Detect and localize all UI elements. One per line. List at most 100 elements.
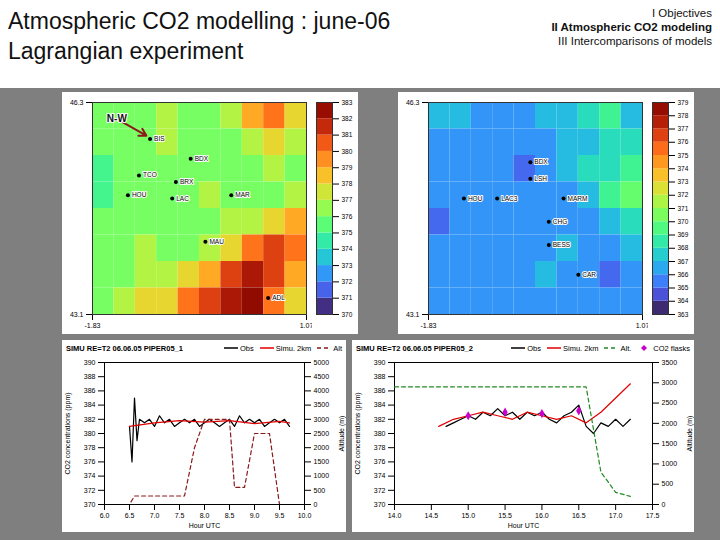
svg-text:7.5: 7.5 <box>175 512 185 519</box>
svg-text:43.1: 43.1 <box>406 311 420 318</box>
svg-text:1.07: 1.07 <box>300 322 312 329</box>
svg-text:4000: 4000 <box>314 387 330 394</box>
svg-text:376: 376 <box>374 458 386 465</box>
svg-text:17.5: 17.5 <box>646 512 660 519</box>
svg-text:9.5: 9.5 <box>275 512 285 519</box>
svg-text:373: 373 <box>342 262 353 269</box>
svg-text:382: 382 <box>342 115 353 122</box>
svg-text:TCO: TCO <box>143 171 157 178</box>
svg-text:373: 373 <box>678 178 689 185</box>
svg-text:374: 374 <box>678 165 689 172</box>
svg-text:376: 376 <box>84 458 96 465</box>
svg-text:CAR: CAR <box>582 271 596 278</box>
svg-text:46.3: 46.3 <box>70 99 84 106</box>
svg-text:370: 370 <box>84 501 96 508</box>
svg-text:3500: 3500 <box>314 401 330 408</box>
svg-text:376: 376 <box>678 138 689 145</box>
svg-text:1500: 1500 <box>314 458 330 465</box>
svg-text:Hour UTC: Hour UTC <box>508 522 540 529</box>
svg-text:-1.83: -1.83 <box>421 322 437 329</box>
svg-text:3500: 3500 <box>662 359 678 366</box>
svg-text:375: 375 <box>342 229 353 236</box>
svg-text:0: 0 <box>662 501 666 508</box>
svg-text:N-W: N-W <box>107 113 128 124</box>
svg-text:371: 371 <box>678 205 689 212</box>
svg-text:10.0: 10.0 <box>298 512 312 519</box>
svg-text:381: 381 <box>342 131 353 138</box>
svg-text:CO2 concentrations (ppm): CO2 concentrations (ppm) <box>64 392 72 474</box>
svg-text:375: 375 <box>678 152 689 159</box>
svg-text:364: 364 <box>678 297 689 304</box>
svg-text:CHG: CHG <box>553 218 567 225</box>
svg-text:LAC: LAC <box>176 195 189 202</box>
svg-text:2000: 2000 <box>314 444 330 451</box>
svg-text:365: 365 <box>678 284 689 291</box>
svg-text:377: 377 <box>342 196 353 203</box>
svg-text:MAU: MAU <box>209 238 224 245</box>
svg-text:374: 374 <box>342 245 353 252</box>
svg-text:388: 388 <box>374 373 386 380</box>
svg-text:372: 372 <box>678 191 689 198</box>
svg-text:368: 368 <box>678 244 689 251</box>
svg-text:-1.83: -1.83 <box>85 322 101 329</box>
svg-text:14.5: 14.5 <box>425 512 439 519</box>
svg-text:1500: 1500 <box>662 440 678 447</box>
svg-text:16.0: 16.0 <box>535 512 549 519</box>
svg-text:380: 380 <box>342 148 353 155</box>
svg-text:363: 363 <box>678 311 689 318</box>
svg-text:390: 390 <box>374 359 386 366</box>
svg-text:6.0: 6.0 <box>100 512 110 519</box>
svg-text:BRX: BRX <box>180 178 194 185</box>
svg-text:379: 379 <box>678 99 689 106</box>
svg-text:383: 383 <box>342 99 353 106</box>
svg-text:380: 380 <box>374 430 386 437</box>
svg-text:2000: 2000 <box>662 420 678 427</box>
svg-text:Altitude (m): Altitude (m) <box>686 416 694 452</box>
svg-text:384: 384 <box>374 401 386 408</box>
svg-text:3000: 3000 <box>662 379 678 386</box>
svg-text:370: 370 <box>342 311 353 318</box>
svg-text:2500: 2500 <box>662 399 678 406</box>
svg-text:Altitude (m): Altitude (m) <box>338 416 346 452</box>
svg-text:378: 378 <box>374 444 386 451</box>
svg-text:500: 500 <box>662 480 674 487</box>
svg-text:384: 384 <box>84 401 96 408</box>
svg-text:5000: 5000 <box>314 359 330 366</box>
svg-text:378: 378 <box>84 444 96 451</box>
svg-text:380: 380 <box>84 430 96 437</box>
svg-text:BIS: BIS <box>154 135 165 142</box>
svg-text:386: 386 <box>374 387 386 394</box>
svg-text:379: 379 <box>342 164 353 171</box>
svg-text:HOU: HOU <box>468 195 483 202</box>
svg-text:382: 382 <box>374 416 386 423</box>
svg-text:15.0: 15.0 <box>461 512 475 519</box>
svg-text:390: 390 <box>84 359 96 366</box>
svg-text:17.0: 17.0 <box>609 512 623 519</box>
svg-text:Hour UTC: Hour UTC <box>189 522 221 529</box>
svg-text:BESS: BESS <box>553 241 571 248</box>
svg-text:370: 370 <box>678 218 689 225</box>
svg-text:378: 378 <box>342 180 353 187</box>
svg-text:376: 376 <box>342 213 353 220</box>
svg-text:386: 386 <box>84 387 96 394</box>
svg-text:CO2 concentrations (ppm): CO2 concentrations (ppm) <box>354 392 362 474</box>
svg-text:8.0: 8.0 <box>200 512 210 519</box>
svg-text:374: 374 <box>84 472 96 479</box>
svg-text:16.5: 16.5 <box>572 512 586 519</box>
svg-text:374: 374 <box>374 472 386 479</box>
svg-text:LAC3: LAC3 <box>501 195 518 202</box>
svg-text:9.0: 9.0 <box>250 512 260 519</box>
svg-text:ADL: ADL <box>272 294 285 301</box>
svg-text:6.5: 6.5 <box>125 512 135 519</box>
svg-text:500: 500 <box>314 487 326 494</box>
svg-text:382: 382 <box>84 416 96 423</box>
svg-text:372: 372 <box>374 487 386 494</box>
svg-text:BDX: BDX <box>534 158 548 165</box>
svg-text:LSH: LSH <box>534 175 547 182</box>
svg-text:4500: 4500 <box>314 373 330 380</box>
svg-text:367: 367 <box>678 258 689 265</box>
svg-text:2500: 2500 <box>314 430 330 437</box>
svg-text:372: 372 <box>84 487 96 494</box>
svg-text:8.5: 8.5 <box>225 512 235 519</box>
svg-text:378: 378 <box>678 112 689 119</box>
